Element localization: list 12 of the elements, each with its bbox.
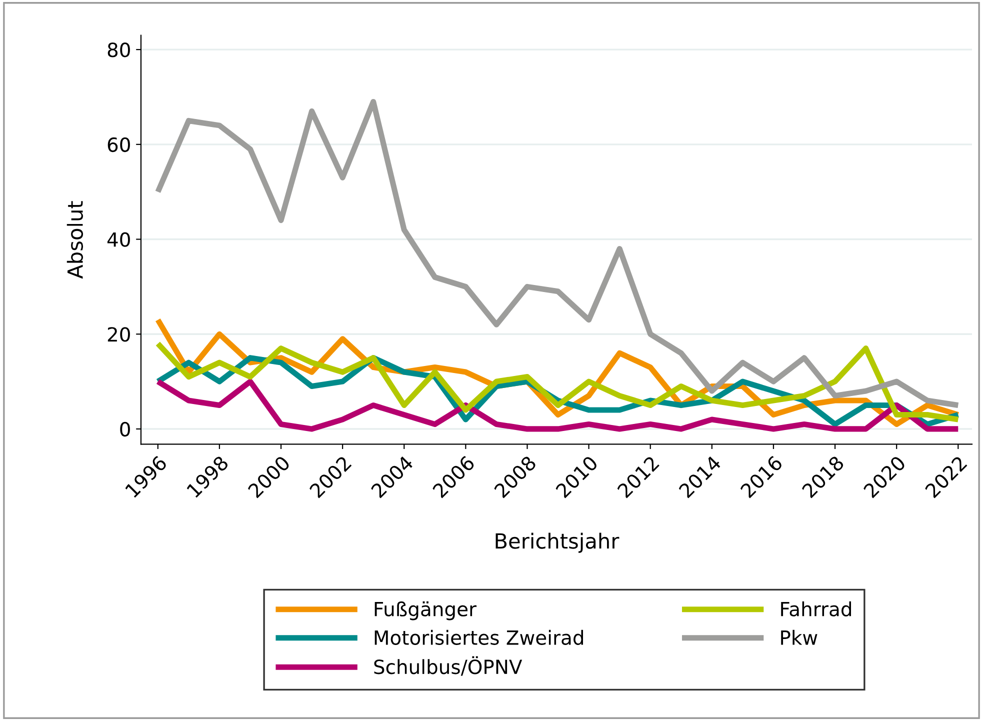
legend-label: Schulbus/ÖPNV bbox=[374, 656, 522, 676]
legend-label: Fußgänger bbox=[374, 601, 477, 620]
y-tick-label: 20 bbox=[108, 327, 130, 342]
legend-label: Motorisiertes Zweirad bbox=[374, 630, 583, 645]
y-tick-label: 0 bbox=[120, 422, 130, 437]
legend-label: Fahrrad bbox=[781, 601, 851, 616]
y-tick-label: 80 bbox=[108, 42, 130, 58]
x-axis-title: Berichtsjahr bbox=[496, 532, 620, 553]
y-tick-label: 40 bbox=[107, 232, 130, 247]
legend-label: Pkw bbox=[781, 630, 818, 645]
y-axis-title: Absolut bbox=[66, 201, 84, 279]
y-tick-label: 60 bbox=[108, 137, 130, 152]
